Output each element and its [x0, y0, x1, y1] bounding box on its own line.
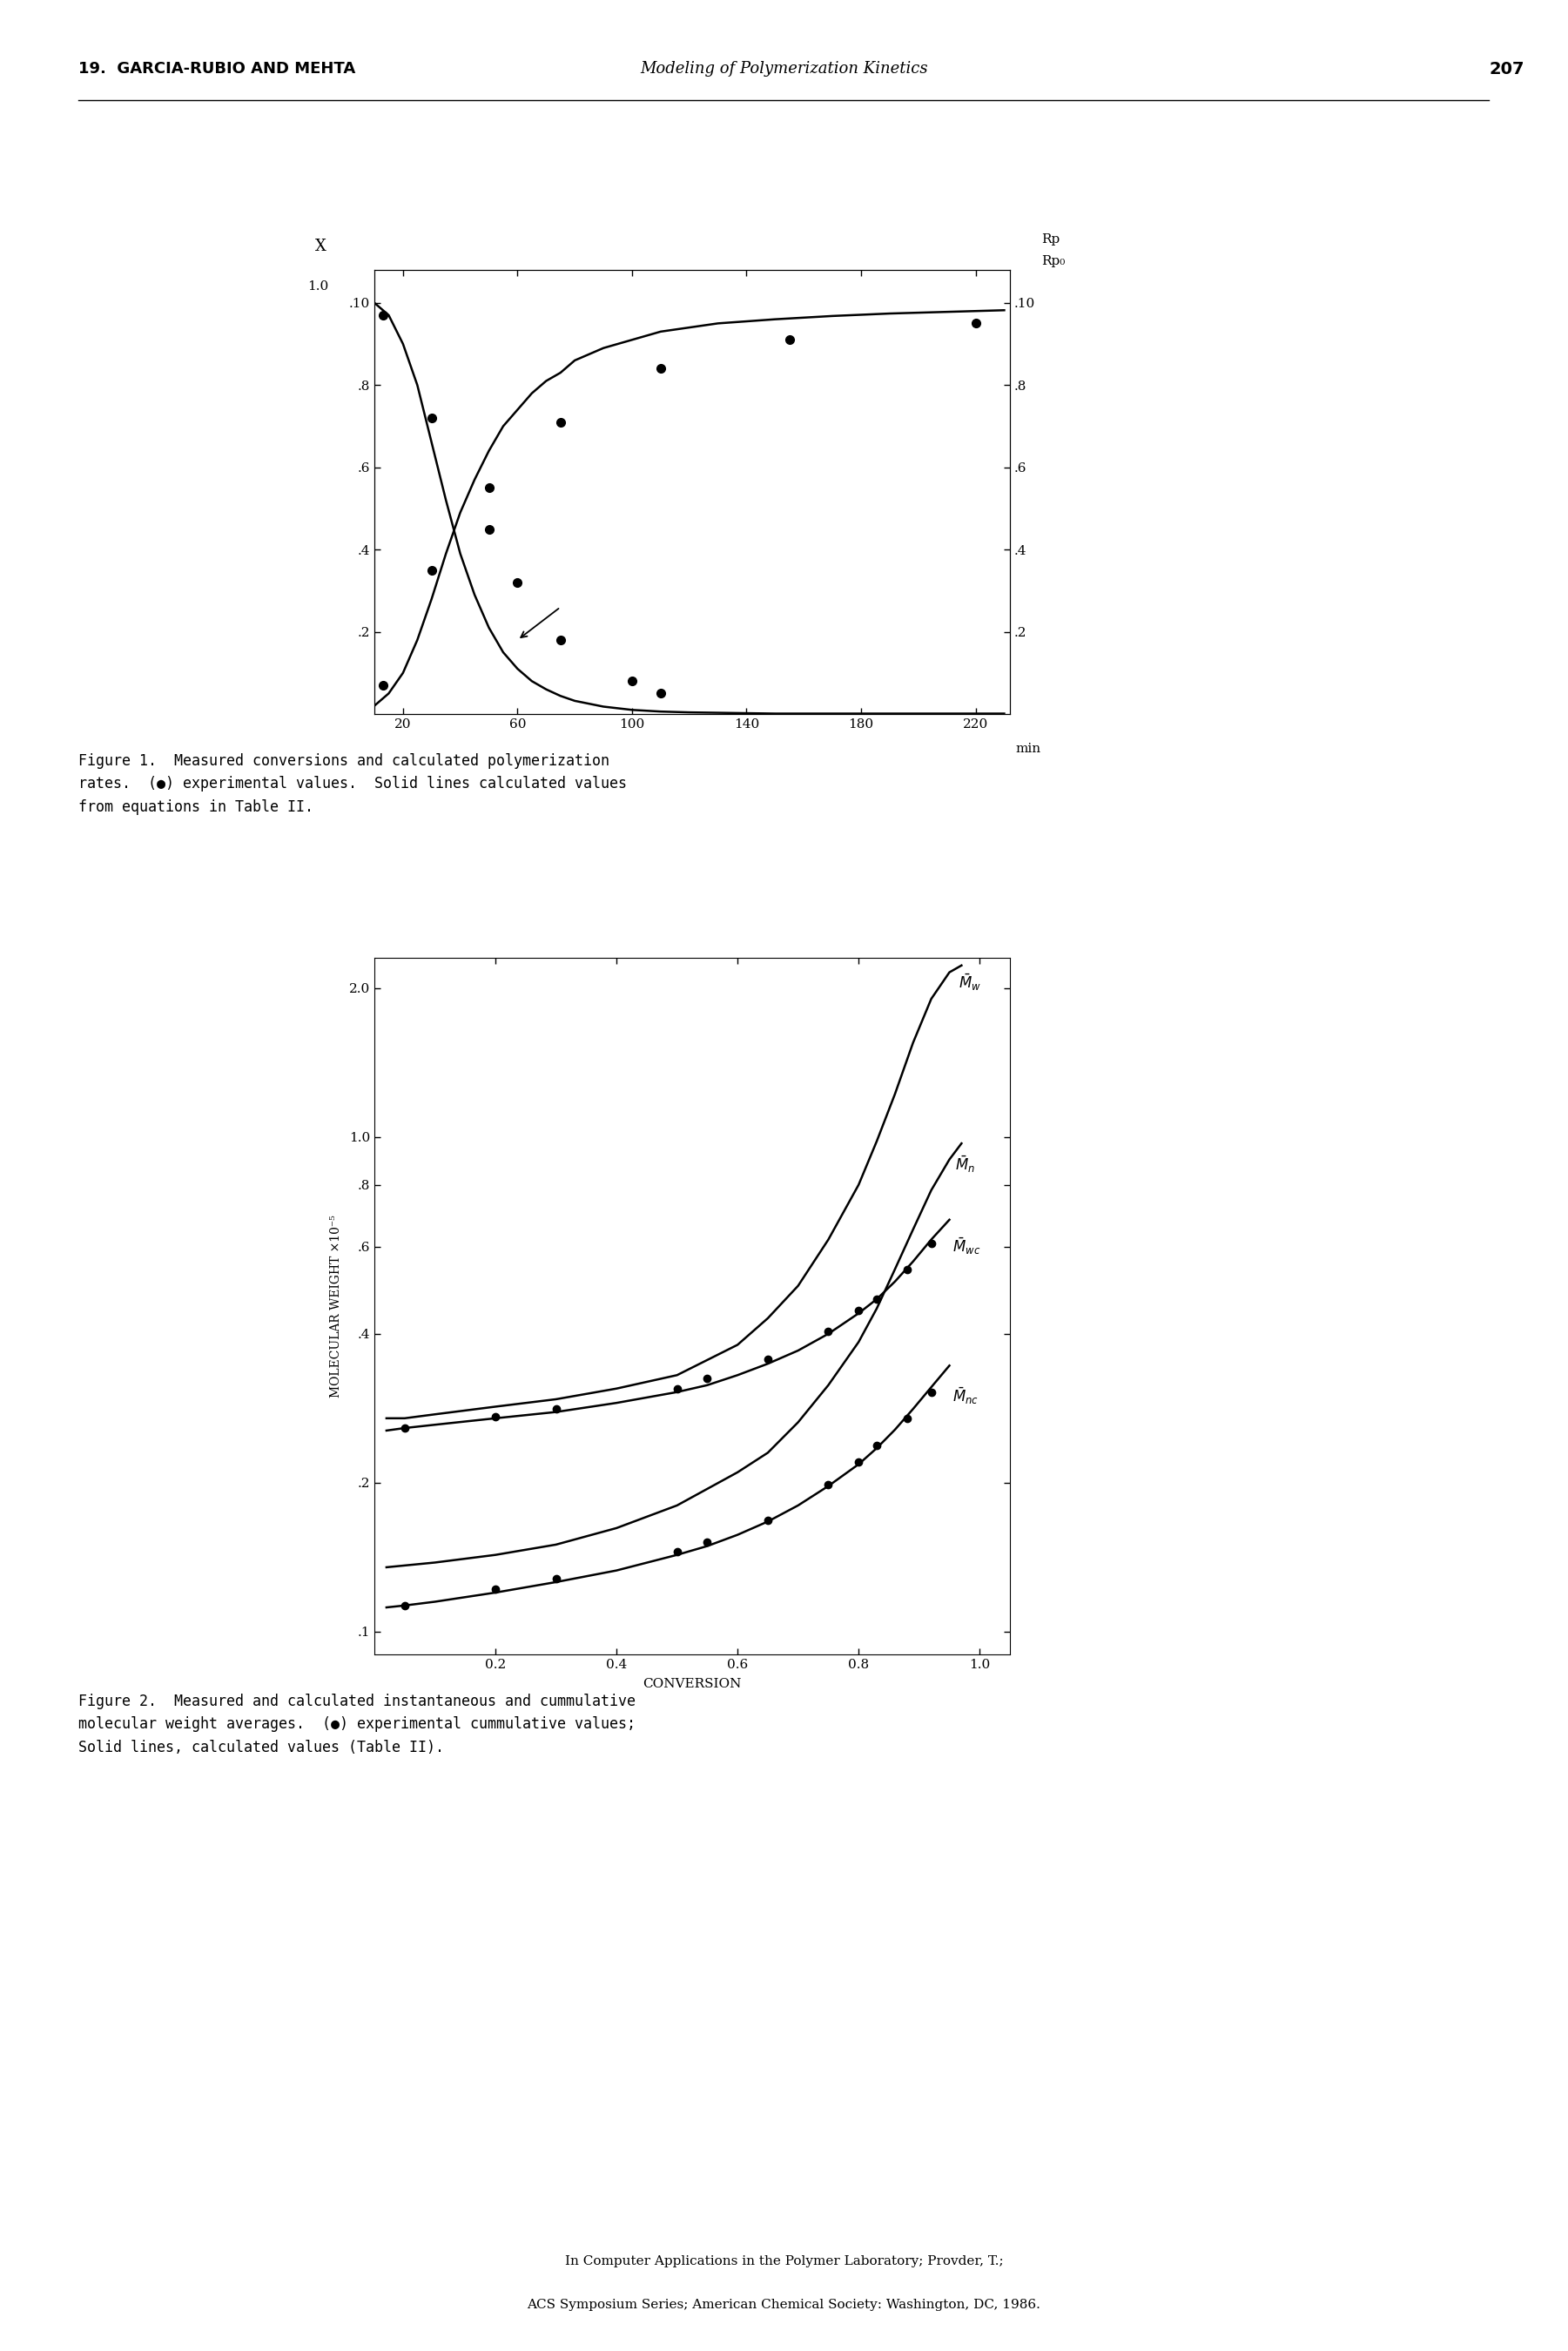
Text: Modeling of Polymerization Kinetics: Modeling of Polymerization Kinetics: [640, 61, 928, 78]
Text: Figure 2.  Measured and calculated instantaneous and cummulative
molecular weigh: Figure 2. Measured and calculated instan…: [78, 1693, 635, 1756]
X-axis label: CONVERSION: CONVERSION: [643, 1679, 742, 1690]
Text: ACS Symposium Series; American Chemical Society: Washington, DC, 1986.: ACS Symposium Series; American Chemical …: [527, 2299, 1041, 2311]
Text: X: X: [315, 240, 326, 254]
Text: $\bar{M}_n$: $\bar{M}_n$: [955, 1154, 975, 1176]
Text: 1.0: 1.0: [307, 280, 329, 294]
Text: Rp₀: Rp₀: [1041, 256, 1065, 268]
Text: Rp: Rp: [1041, 233, 1060, 245]
Text: 19.  GARCIA-RUBIO AND MEHTA: 19. GARCIA-RUBIO AND MEHTA: [78, 61, 356, 78]
Text: 207: 207: [1488, 61, 1524, 78]
Text: $\bar{M}_{nc}$: $\bar{M}_{nc}$: [952, 1385, 978, 1406]
Text: $\bar{M}_w$: $\bar{M}_w$: [958, 973, 982, 992]
Text: min: min: [1016, 743, 1041, 755]
Text: In Computer Applications in the Polymer Laboratory; Provder, T.;: In Computer Applications in the Polymer …: [564, 2255, 1004, 2266]
Text: $\bar{M}_{wc}$: $\bar{M}_{wc}$: [952, 1237, 980, 1258]
Text: Figure 1.  Measured conversions and calculated polymerization
rates.  (●) experi: Figure 1. Measured conversions and calcu…: [78, 752, 627, 816]
Y-axis label: MOLECULAR WEIGHT ×10⁻⁵: MOLECULAR WEIGHT ×10⁻⁵: [329, 1215, 342, 1396]
